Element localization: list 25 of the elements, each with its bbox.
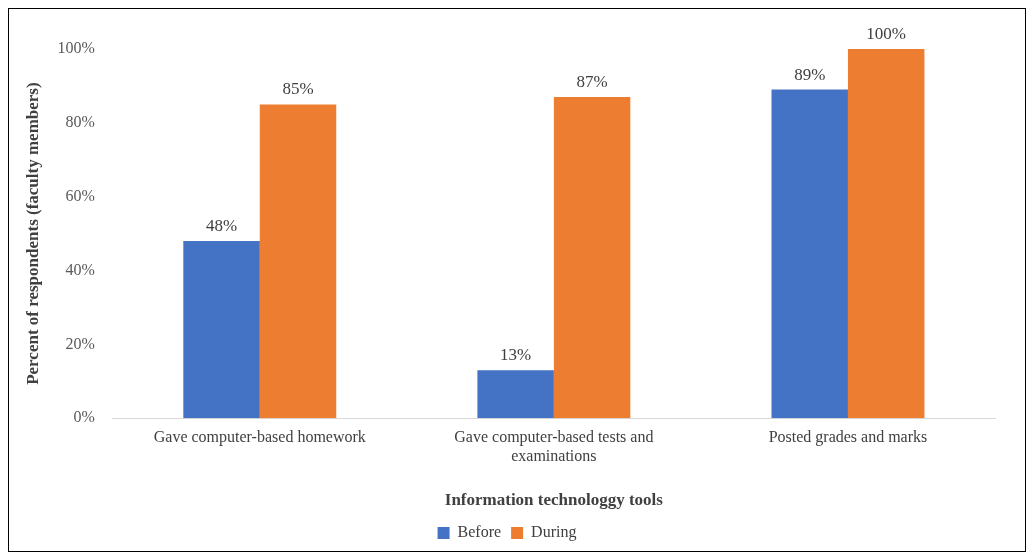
data-label: 89% (794, 64, 826, 84)
bar (771, 89, 848, 419)
legend-label: During (531, 523, 577, 542)
bar (553, 97, 631, 419)
data-label: 13% (500, 345, 532, 365)
data-label: 87% (576, 71, 608, 91)
x-axis-title: Information technologgy tools (444, 490, 664, 510)
data-label: 85% (282, 79, 314, 99)
y-tick-label: 80% (65, 113, 95, 131)
y-tick-label: 100% (57, 39, 95, 57)
bar (259, 104, 337, 419)
bar (847, 49, 925, 419)
bar (477, 370, 554, 419)
y-axis-title: Percent of respondents (faculty members) (22, 82, 42, 385)
legend-label: Before (457, 523, 502, 541)
x-tick-label: Gave computer-based tests and examinations (454, 428, 654, 465)
x-tick-label: Gave computer-based homework (153, 428, 366, 446)
y-tick-label: 20% (65, 334, 95, 352)
data-label: 100% (866, 23, 907, 43)
x-tick-label: Posted grades and marks (768, 428, 928, 446)
bar (183, 240, 260, 419)
y-tick-label: 60% (65, 186, 95, 204)
data-label: 48% (205, 215, 238, 235)
y-tick-label: 0% (73, 408, 95, 426)
y-tick-label: 40% (65, 260, 95, 278)
